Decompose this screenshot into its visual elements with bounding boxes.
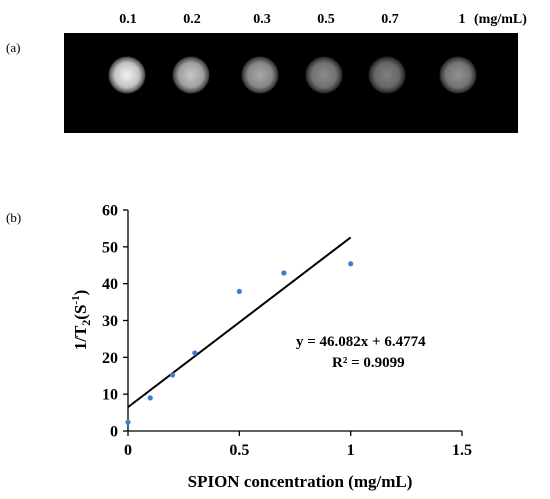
panel-a-label: (a) [6,40,20,55]
panel-b-label: (b) [6,210,21,225]
y-tick-label: 30 [102,313,118,330]
mri-spot [368,56,406,94]
mri-spot [172,56,210,94]
y-tick-label: 0 [110,424,118,441]
concentration-label: 0.1 [119,12,137,27]
data-point [236,288,242,295]
mri-spot [108,56,146,94]
mri-spot [305,56,343,94]
trendline-group [127,236,352,408]
x-tick-label: 1.5 [452,442,472,459]
mri-spot [241,56,279,94]
y-tick-label: 40 [102,276,118,293]
y-axis-title: 1/T2(S-1) [70,290,93,351]
concentration-label: 0.5 [317,12,335,27]
data-point [281,270,287,276]
concentration-label: 0.3 [253,12,271,27]
y-tick-label: 50 [102,239,118,256]
mri-phantom-spots [108,56,477,94]
concentration-label: 1 [459,12,466,27]
y-axis-title-text: 1/T2(S-1) [70,290,93,351]
x-axis-ticks: 0 0.5 1 1.5 [124,431,472,459]
x-tick-label: 0 [124,442,132,459]
y-tick-label: 10 [102,387,118,404]
concentration-label: 0.2 [183,12,201,27]
x-axis-title: SPION concentration (mg/mL) [188,472,413,491]
trendline-equation: y = 46.082x + 6.4774 [296,334,426,350]
y-tick-label: 60 [102,203,118,220]
trendline-r-squared: R² = 0.9099 [332,355,405,371]
x-tick-label: 1 [347,442,355,459]
mri-spot [439,56,477,94]
data-point [192,350,198,356]
data-point [147,395,153,401]
data-point [169,372,176,378]
data-point [348,261,354,267]
concentration-labels: 0.1 0.2 0.3 0.5 0.7 1 [119,12,465,27]
concentration-label: 0.7 [381,12,399,27]
x-tick-label: 0.5 [229,442,249,459]
scatter-chart: 1/T2(S-1) 0 10 20 30 40 50 60 0 0.5 1 1.5 y = 46.… [70,203,472,492]
trendline [127,236,352,408]
y-tick-label: 20 [102,350,118,367]
y-axis-ticks: 0 10 20 30 40 50 60 [102,203,128,441]
data-points [125,261,354,425]
concentration-unit: (mg/mL) [474,12,527,27]
data-point [125,419,131,425]
